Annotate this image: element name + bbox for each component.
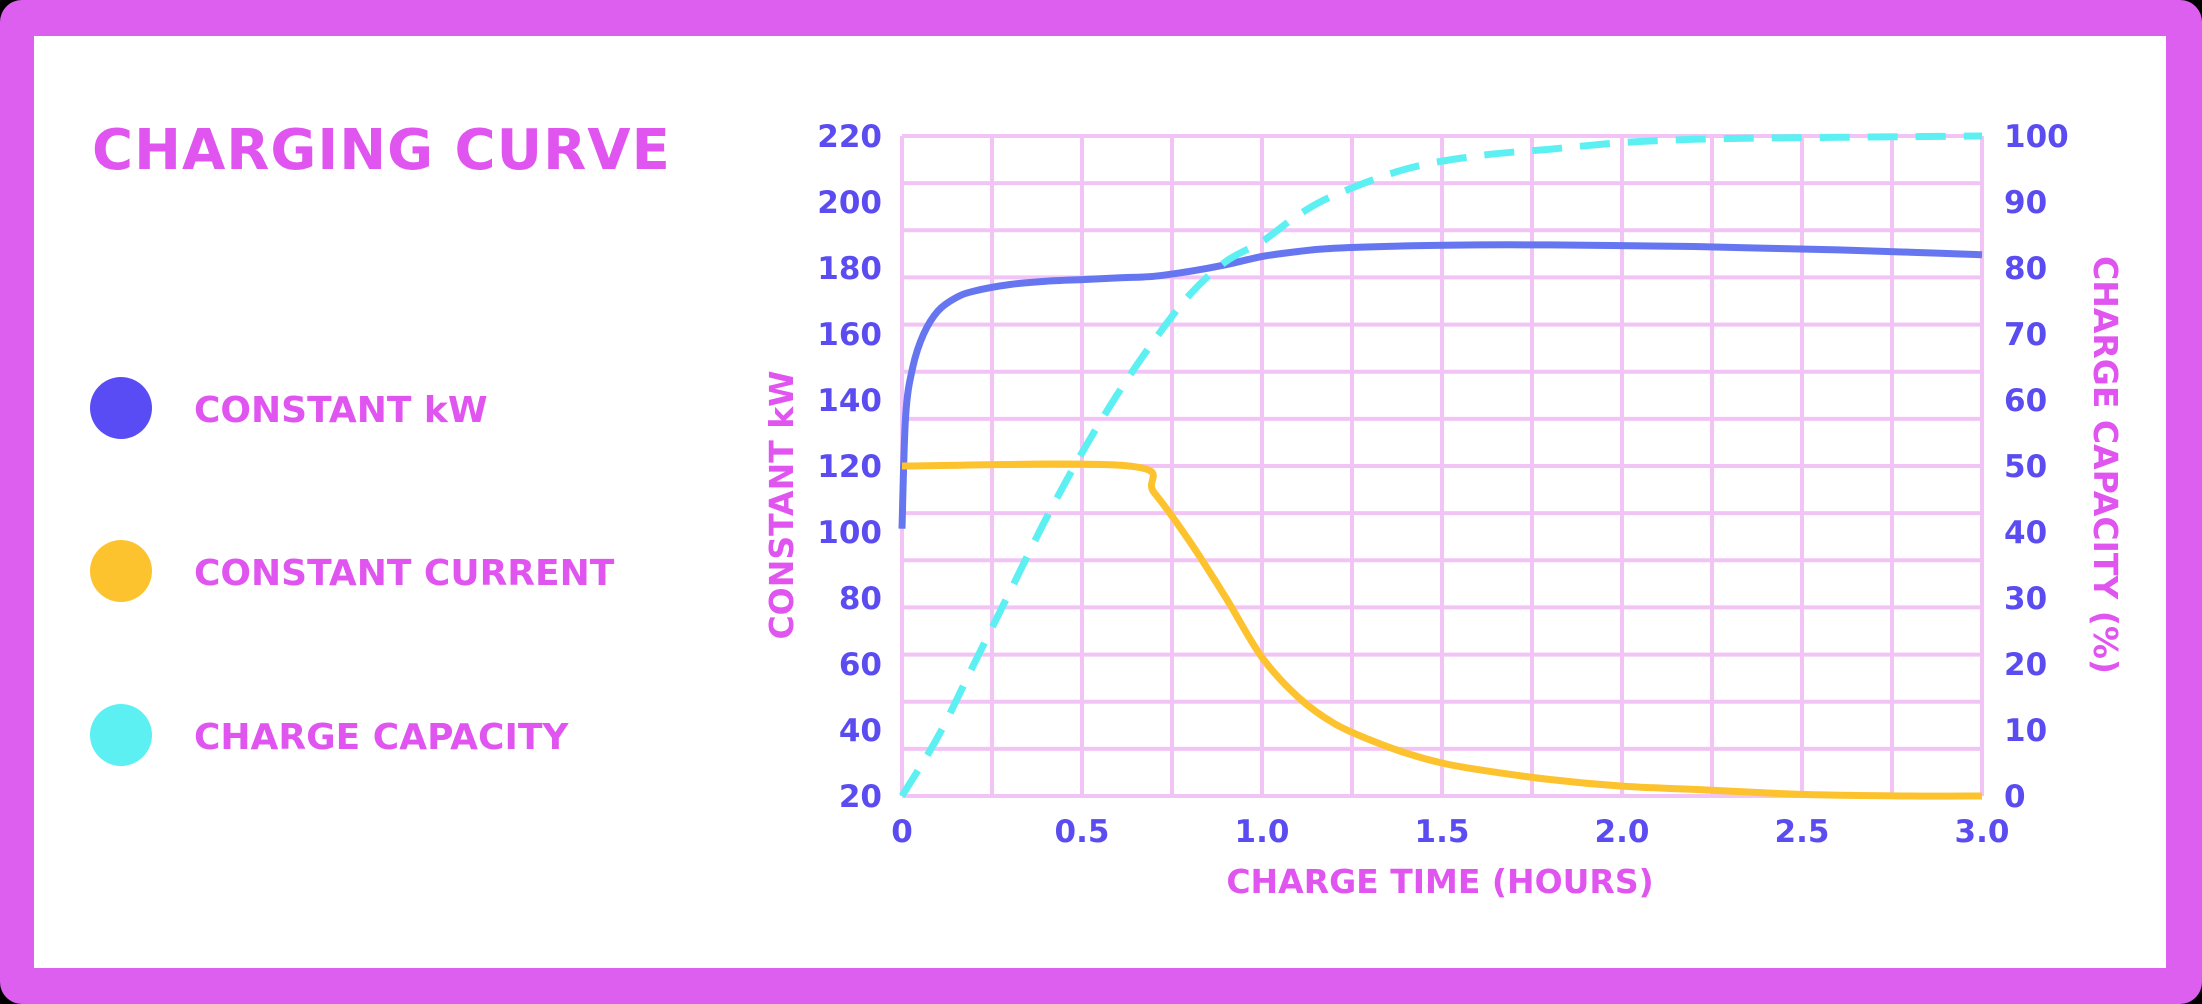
legend-dot-charge-capacity [90, 704, 152, 766]
legend-dot-constant-kw [90, 377, 152, 439]
y-tick-label: 160 [817, 317, 882, 353]
y-tick-label: 200 [817, 185, 882, 221]
y-tick-label: 20 [839, 779, 882, 815]
series-line-constant-current [901, 460, 1983, 800]
x-tick-label: 1.5 [1415, 814, 1470, 850]
x-axis-title: CHARGE TIME (HOURS) [1226, 862, 1653, 901]
chart-title: CHARGING CURVE [92, 118, 671, 183]
y2-tick-label: 70 [2004, 317, 2047, 353]
y-tick-label: 80 [839, 581, 882, 617]
y2-tick-label: 30 [2004, 581, 2047, 617]
y2-tick-label: 10 [2004, 713, 2047, 749]
y-tick-label: 40 [839, 713, 882, 749]
x-tick-label: 3.0 [1955, 814, 2010, 850]
y2-tick-label: 100 [2004, 119, 2069, 155]
y2-tick-label: 60 [2004, 383, 2047, 419]
x-tick-label: 0 [891, 814, 913, 850]
x-tick-label: 1.0 [1235, 814, 1290, 850]
y-tick-label: 180 [817, 251, 882, 287]
x-tick-label: 0.5 [1055, 814, 1110, 850]
series-layer [898, 132, 1983, 800]
tick-labels: 0 0.5 1.0 1.5 2.0 2.5 3.0204060801001201401601… [817, 119, 2068, 850]
y2-tick-label: 80 [2004, 251, 2047, 287]
x-tick-label: 2.5 [1775, 814, 1830, 850]
grid [900, 134, 1984, 798]
x-tick-label: 2.0 [1595, 814, 1650, 850]
y2-tick-label: 0 [2004, 779, 2026, 815]
y2-tick-label: 90 [2004, 185, 2047, 221]
y-tick-label: 220 [817, 119, 882, 155]
legend-label-constant-kw: CONSTANT kW [194, 390, 488, 431]
y-axis-title: CONSTANT kW [762, 370, 801, 639]
y2-tick-label: 20 [2004, 647, 2047, 683]
y2-axis-title: CHARGE CAPACITY (%) [2086, 256, 2125, 674]
y-tick-label: 140 [817, 383, 882, 419]
series-line-charge-capacity [899, 132, 1983, 798]
y-tick-label: 100 [817, 515, 882, 551]
y-tick-label: 120 [817, 449, 882, 485]
legend-dot-constant-current [90, 540, 152, 602]
legend-label-charge-capacity: CHARGE CAPACITY [194, 717, 569, 758]
y2-tick-label: 40 [2004, 515, 2047, 551]
chart-card [34, 36, 2166, 968]
series-line-constant-kw [898, 241, 1983, 529]
y2-tick-label: 50 [2004, 449, 2047, 485]
y-tick-label: 60 [839, 647, 882, 683]
legend-label-constant-current: CONSTANT CURRENT [194, 553, 615, 594]
